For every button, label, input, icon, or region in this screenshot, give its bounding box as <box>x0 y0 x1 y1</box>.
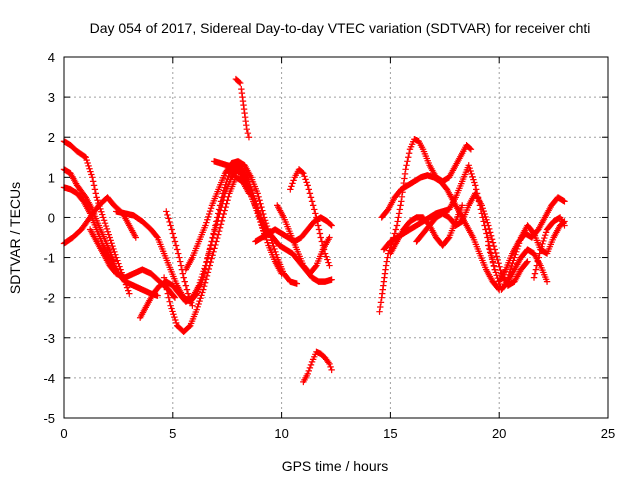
x-tick-label: 0 <box>60 426 67 441</box>
series-track-16 <box>300 348 335 386</box>
axes: 0 5 10 15 20 25 -5 -4 -3 -2 -1 0 1 2 3 4 <box>43 50 615 441</box>
x-tick-label: 15 <box>383 426 397 441</box>
series-track-12 <box>232 75 253 141</box>
data-point-markers <box>287 166 333 269</box>
y-tick-label: 3 <box>48 90 55 105</box>
data-point-markers <box>378 172 503 293</box>
x-axis-label: GPS time / hours <box>282 458 389 474</box>
series-track-09 <box>163 208 196 309</box>
y-axis-label: SDTVAR / TECUs <box>7 182 23 294</box>
y-tick-label: 0 <box>48 210 55 225</box>
x-tick-label: 10 <box>274 426 288 441</box>
series-track-10 <box>182 158 301 287</box>
data-point-markers <box>300 348 335 386</box>
grid-lines <box>64 57 608 418</box>
plot-frame <box>63 56 609 419</box>
x-tick-label: 5 <box>169 426 176 441</box>
data-point-markers <box>530 214 568 281</box>
series-track-15 <box>287 166 333 269</box>
series-track-18 <box>378 172 503 293</box>
y-tick-label: -2 <box>43 291 55 306</box>
series-track-25 <box>530 214 568 281</box>
data-point-markers <box>274 202 333 277</box>
data-point-markers <box>182 158 301 287</box>
data-series <box>60 75 568 386</box>
series-track-24 <box>504 218 568 281</box>
series-track-23 <box>496 194 568 285</box>
series-track-14 <box>274 202 333 277</box>
y-tick-label: 1 <box>48 170 55 185</box>
y-tick-label: 4 <box>48 50 55 65</box>
data-point-markers <box>485 242 551 293</box>
x-tick-label: 20 <box>492 426 506 441</box>
y-tick-label: 2 <box>48 130 55 145</box>
chart-title: Day 054 of 2017, Sidereal Day-to-day VTE… <box>90 20 591 36</box>
x-tick-label: 25 <box>601 426 615 441</box>
data-point-markers <box>496 194 568 285</box>
data-point-markers <box>232 75 253 141</box>
series-track-08 <box>160 174 253 335</box>
data-point-markers <box>504 218 568 281</box>
data-point-markers <box>160 174 253 335</box>
y-tick-label: -5 <box>43 411 55 426</box>
data-point-markers <box>163 208 196 309</box>
series-track-22 <box>485 242 551 293</box>
y-tick-label: -1 <box>43 251 55 266</box>
y-tick-label: -4 <box>43 371 55 386</box>
y-tick-label: -3 <box>43 331 55 346</box>
